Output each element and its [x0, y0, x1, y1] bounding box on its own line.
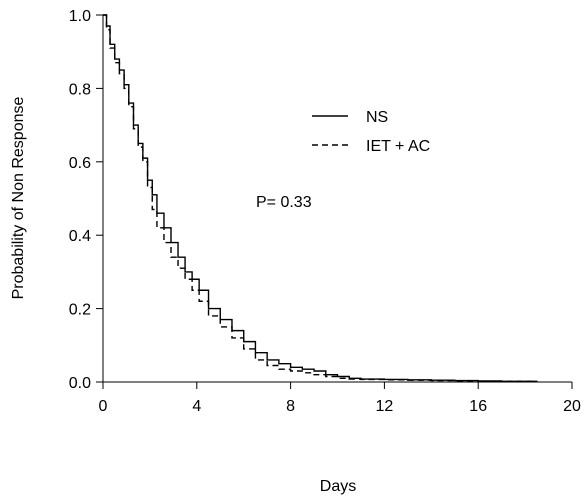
y-tick-label: 1.0 [69, 8, 91, 25]
x-tick-label: 20 [563, 398, 581, 415]
x-tick-label: 0 [99, 398, 108, 415]
series-line-ns [103, 14, 537, 382]
y-ticks: 0.0 0.2 0.4 0.6 0.8 1.0 [69, 8, 103, 392]
y-tick-label: 0.6 [69, 155, 91, 172]
series-lines [103, 14, 538, 382]
x-tick-label: 16 [469, 398, 487, 415]
x-tick-label: 8 [286, 398, 295, 415]
legend: NS IET + AC [312, 109, 430, 155]
y-axis-label: Probability of Non Response [10, 97, 27, 300]
y-tick-label: 0.0 [69, 375, 91, 392]
x-tick-label: 12 [376, 398, 394, 415]
p-value-annotation: P= 0.33 [256, 194, 312, 211]
series-line-iet-ac [103, 14, 538, 382]
y-tick-label: 0.2 [69, 302, 91, 319]
x-ticks: 0 4 8 12 16 20 [99, 382, 581, 415]
x-axis-label: Days [320, 478, 356, 495]
legend-label-ns: NS [366, 109, 388, 126]
x-tick-label: 4 [192, 398, 201, 415]
legend-label-iet-ac: IET + AC [366, 138, 430, 155]
y-tick-label: 0.4 [69, 228, 91, 245]
axes [102, 15, 572, 383]
y-tick-label: 0.8 [69, 81, 91, 98]
